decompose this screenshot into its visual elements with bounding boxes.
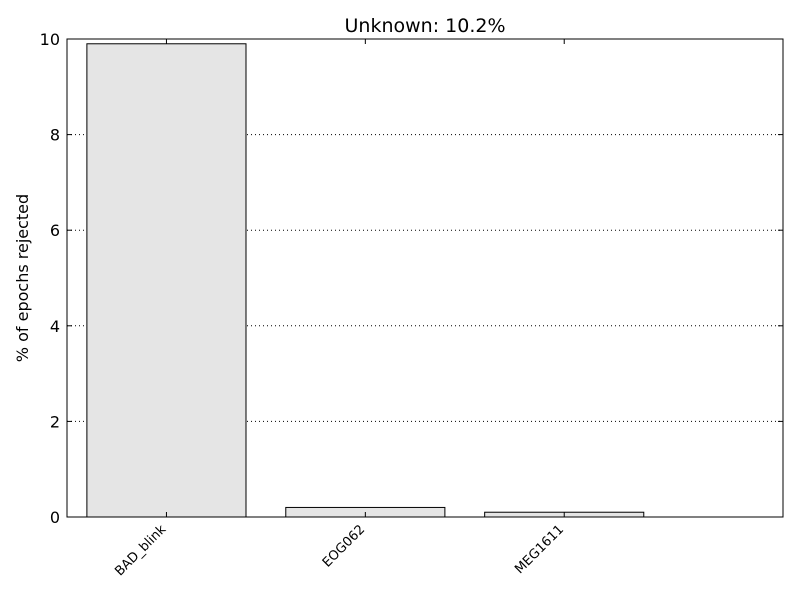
plot-area-frame bbox=[66, 38, 784, 518]
axis-ticks bbox=[67, 38, 783, 518]
y-axis-label: % of epochs rejected bbox=[13, 194, 32, 362]
y-tick-label: 0 bbox=[50, 508, 60, 527]
bar-bad-blink bbox=[86, 43, 247, 518]
y-tick-label: 10 bbox=[40, 30, 60, 49]
y-tick-labels: 0 2 4 6 8 10 bbox=[40, 30, 60, 527]
x-tick-labels: BAD_blink EOG062 MEG1611 bbox=[112, 522, 567, 579]
y-tick-label: 8 bbox=[50, 126, 60, 145]
y-tick-label: 6 bbox=[50, 221, 60, 240]
grid-lines bbox=[67, 134, 783, 422]
bars bbox=[86, 43, 645, 518]
y-tick-label: 4 bbox=[50, 317, 60, 336]
x-tick-label: BAD_blink bbox=[112, 522, 169, 579]
chart-title: Unknown: 10.2% bbox=[345, 15, 506, 37]
x-tick-label: MEG1611 bbox=[512, 522, 567, 577]
x-tick-label: EOG062 bbox=[320, 522, 368, 570]
y-tick-label: 2 bbox=[50, 412, 60, 431]
